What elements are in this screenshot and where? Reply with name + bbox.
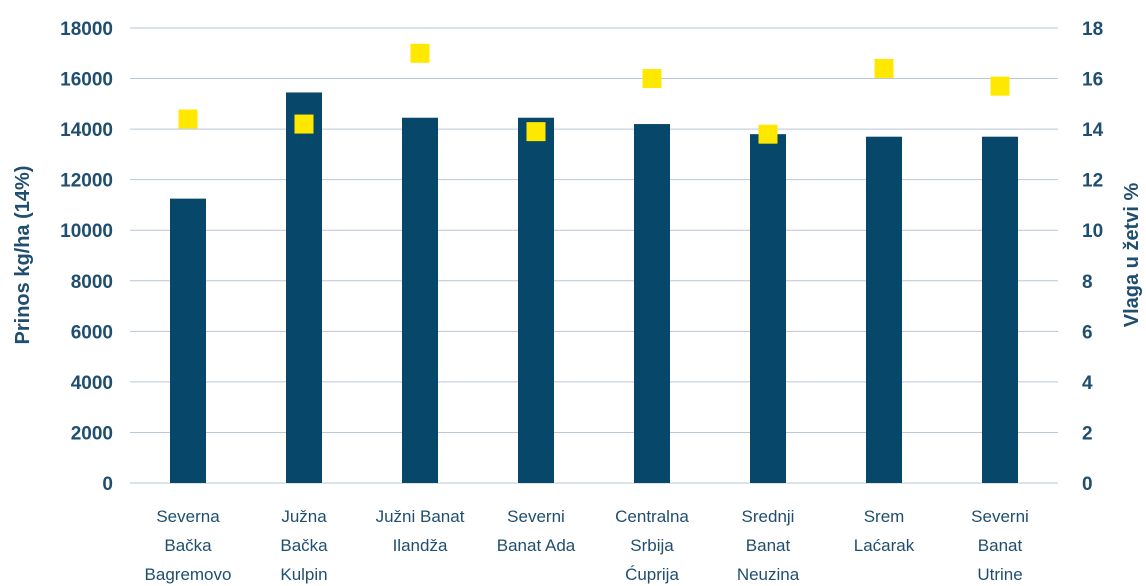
category-label-line: Srbija: [630, 536, 674, 555]
category-label-line: Srem: [864, 507, 905, 526]
y-tick-label: 2000: [71, 423, 113, 444]
category-label: Centralna Srbija Ćuprija: [615, 507, 689, 584]
y-tick-label: 18000: [60, 19, 113, 40]
category-label-line: Banat Ada: [497, 536, 576, 555]
moisture-point: [178, 109, 198, 129]
y-tick-label: 14000: [60, 120, 113, 141]
category-label: Srem Laćarak: [854, 507, 915, 555]
category-label: Severni Banat Utrine: [971, 507, 1029, 584]
category-label-line: Neuzina: [737, 565, 800, 584]
bar: [286, 92, 322, 483]
y2-tick-label: 0: [1082, 474, 1093, 495]
y2-tick-label: 4: [1082, 373, 1093, 394]
y-tick-label: 10000: [60, 221, 113, 242]
category-label-line: Laćarak: [854, 536, 915, 555]
category-label-line: Banat: [978, 536, 1023, 555]
category-label-line: Severni: [971, 507, 1029, 526]
moisture-series: [178, 43, 1010, 144]
y-tick-label: 16000: [60, 70, 113, 91]
y2-tick-label: 10: [1082, 221, 1103, 242]
moisture-point: [642, 69, 662, 89]
left-axis-ticks: 0 2000 4000 6000 8000 10000 12000 14000 16000 180…: [60, 19, 113, 495]
y-tick-label: 6000: [71, 322, 113, 343]
y2-tick-label: 16: [1082, 70, 1103, 91]
category-label-line: Ilandža: [393, 536, 448, 555]
gridlines: [130, 27, 1058, 484]
bar-series: [170, 92, 1018, 484]
category-label-line: Južni Banat: [376, 507, 465, 526]
category-label-line: Centralna: [615, 507, 689, 526]
category-label-line: Banat: [746, 536, 791, 555]
y-axis-title: Prinos kg/ha (14%): [12, 166, 34, 345]
bar: [170, 198, 206, 483]
category-label: Srednji Banat Neuzina: [737, 507, 800, 584]
category-label-line: Ćuprija: [625, 565, 679, 584]
right-axis-ticks: 0 2 4 6 8 10 12 14 16 18: [1082, 19, 1104, 495]
bar: [518, 117, 554, 483]
category-label-line: Kulpin: [280, 565, 327, 584]
category-label-line: Utrine: [977, 565, 1022, 584]
category-label-line: Srednji: [742, 507, 795, 526]
y-tick-label: 12000: [60, 171, 113, 192]
category-label-line: Bačka: [164, 536, 212, 555]
bar: [750, 134, 786, 483]
category-label-line: Bagremovo: [145, 565, 232, 584]
moisture-point: [990, 76, 1010, 96]
y-tick-label: 4000: [71, 373, 113, 394]
y2-tick-label: 18: [1082, 19, 1103, 40]
y2-tick-label: 14: [1082, 120, 1104, 141]
category-label-line: Severna: [156, 507, 220, 526]
moisture-point: [874, 58, 894, 78]
y2-tick-label: 2: [1082, 423, 1093, 444]
moisture-point: [294, 114, 314, 134]
moisture-point: [526, 122, 546, 142]
category-label: Severna Bačka Bagremovo: [145, 507, 232, 584]
category-label: Severni Banat Ada: [497, 507, 576, 555]
category-label-line: Bačka: [280, 536, 328, 555]
bar: [866, 136, 902, 483]
category-label: Južni Banat Ilandža: [376, 507, 465, 555]
bar: [982, 136, 1018, 483]
bar: [634, 124, 670, 484]
category-label-line: Južna: [281, 507, 327, 526]
y-tick-label: 0: [102, 474, 113, 495]
category-label: Južna Bačka Kulpin: [280, 507, 328, 584]
y2-tick-label: 6: [1082, 322, 1093, 343]
y-tick-label: 8000: [71, 272, 113, 293]
y2-tick-label: 12: [1082, 171, 1103, 192]
y2-tick-label: 8: [1082, 272, 1093, 293]
category-label-line: Severni: [507, 507, 565, 526]
moisture-point: [410, 43, 430, 63]
y2-axis-title: Vlaga u žetvi %: [1121, 183, 1143, 328]
moisture-point: [758, 124, 778, 144]
bar: [402, 117, 438, 483]
